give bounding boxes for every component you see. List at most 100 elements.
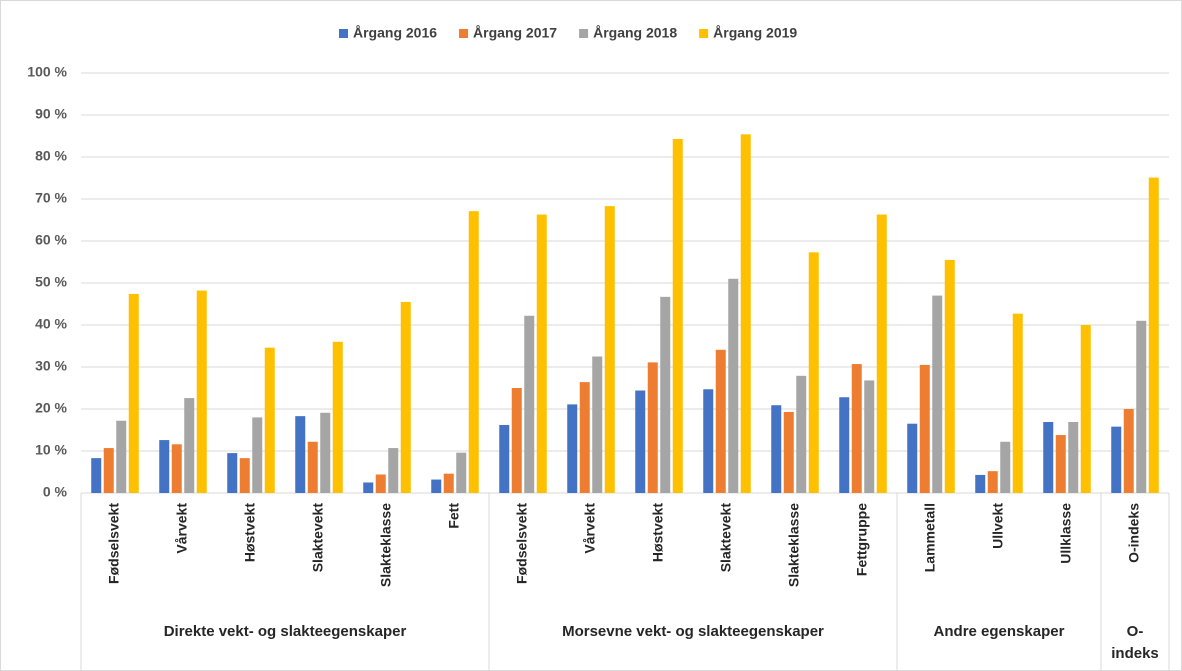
x-tick-label: Fettgruppe (854, 503, 870, 576)
y-tick-label: 0 % (43, 484, 68, 500)
bar (91, 458, 102, 493)
bar (524, 315, 535, 493)
bar (103, 448, 114, 493)
bar (740, 134, 751, 493)
bar (295, 416, 306, 493)
bar (944, 259, 955, 493)
bar (1043, 422, 1054, 493)
x-tick-label: Fett (446, 503, 462, 529)
legend-label: Årgang 2016 (353, 25, 437, 41)
bar (227, 453, 238, 493)
bar (783, 411, 794, 493)
bar (1055, 435, 1066, 493)
bar (536, 214, 547, 494)
legend-swatch (579, 29, 589, 38)
x-tick-label: Lammetall (922, 503, 938, 572)
x-tick-label: Slaktevekt (310, 503, 326, 573)
bar (635, 390, 646, 493)
bar (400, 301, 411, 493)
bar (307, 441, 318, 493)
bar (264, 347, 275, 493)
bar (116, 420, 127, 493)
bar (184, 398, 195, 493)
bar (511, 388, 522, 493)
bar (1068, 422, 1079, 493)
legend-label: Årgang 2017 (473, 25, 557, 41)
bar (907, 423, 918, 493)
bar (660, 296, 671, 493)
bar (1111, 426, 1122, 493)
bar (1123, 409, 1134, 493)
bar (715, 349, 726, 493)
bar (320, 412, 331, 493)
bar (1012, 313, 1023, 493)
x-tick-label: Fødselsvekt (514, 503, 530, 584)
bar (975, 474, 986, 493)
x-tick-label: Vårvekt (582, 503, 598, 554)
bar (375, 474, 386, 493)
legend-swatch (459, 29, 469, 38)
x-tick-label: Slakteklasse (786, 503, 802, 587)
bar (499, 424, 510, 493)
bar (252, 417, 263, 493)
y-tick-label: 80 % (35, 148, 67, 164)
bar (388, 448, 399, 493)
bar (363, 482, 374, 493)
group-label: Direkte vekt- og slakteegenskaper (163, 623, 407, 640)
bar (171, 444, 182, 493)
bar (128, 293, 139, 493)
group-label: O-indeks (1111, 623, 1159, 662)
legend-swatch (699, 29, 709, 38)
bar (808, 252, 819, 493)
bar (839, 397, 850, 493)
bar (332, 341, 343, 493)
legend-label: Årgang 2019 (713, 25, 797, 41)
y-tick-label: 30 % (35, 358, 67, 374)
bar (1080, 325, 1091, 493)
x-tick-label: Høstvekt (650, 503, 666, 562)
x-tick-label: Ullvekt (990, 503, 1006, 549)
bar (159, 440, 170, 493)
bar (647, 362, 658, 493)
bar (728, 278, 739, 493)
bar (672, 138, 683, 493)
legend-label: Årgang 2018 (593, 25, 677, 41)
bar (579, 382, 590, 493)
bar (876, 214, 887, 494)
bar (919, 364, 930, 493)
x-tick-label: O-indeks (1126, 503, 1142, 563)
bar (239, 458, 250, 493)
bar (864, 380, 875, 493)
bar (987, 471, 998, 493)
y-tick-label: 60 % (35, 232, 67, 248)
y-tick-label: 20 % (35, 400, 67, 416)
y-tick-label: 70 % (35, 190, 67, 206)
bar (932, 295, 943, 493)
x-tick-label: Høstvekt (242, 503, 258, 562)
y-tick-label: 50 % (35, 274, 67, 290)
x-tick-label: Ullklasse (1058, 503, 1074, 564)
bar (1148, 177, 1159, 493)
x-tick-label: Slakteklasse (378, 503, 394, 587)
bar (592, 356, 603, 493)
legend-swatch (339, 29, 348, 38)
bar (443, 473, 454, 493)
bar (771, 405, 782, 493)
y-tick-label: 40 % (35, 316, 67, 332)
bar (851, 364, 862, 493)
bar (196, 290, 207, 493)
group-label: Morsevne vekt- og slakteegenskaper (562, 623, 824, 640)
bar (703, 389, 714, 493)
group-label: Andre egenskaper (933, 623, 1065, 640)
x-tick-label: Slaktevekt (718, 503, 734, 573)
bar (456, 452, 467, 493)
bar (1000, 441, 1011, 493)
y-tick-label: 90 % (35, 106, 67, 122)
bar (796, 375, 807, 493)
bar (468, 211, 479, 493)
bar (604, 206, 615, 493)
x-tick-label: Vårvekt (174, 503, 190, 554)
y-tick-label: 100 % (27, 64, 67, 80)
